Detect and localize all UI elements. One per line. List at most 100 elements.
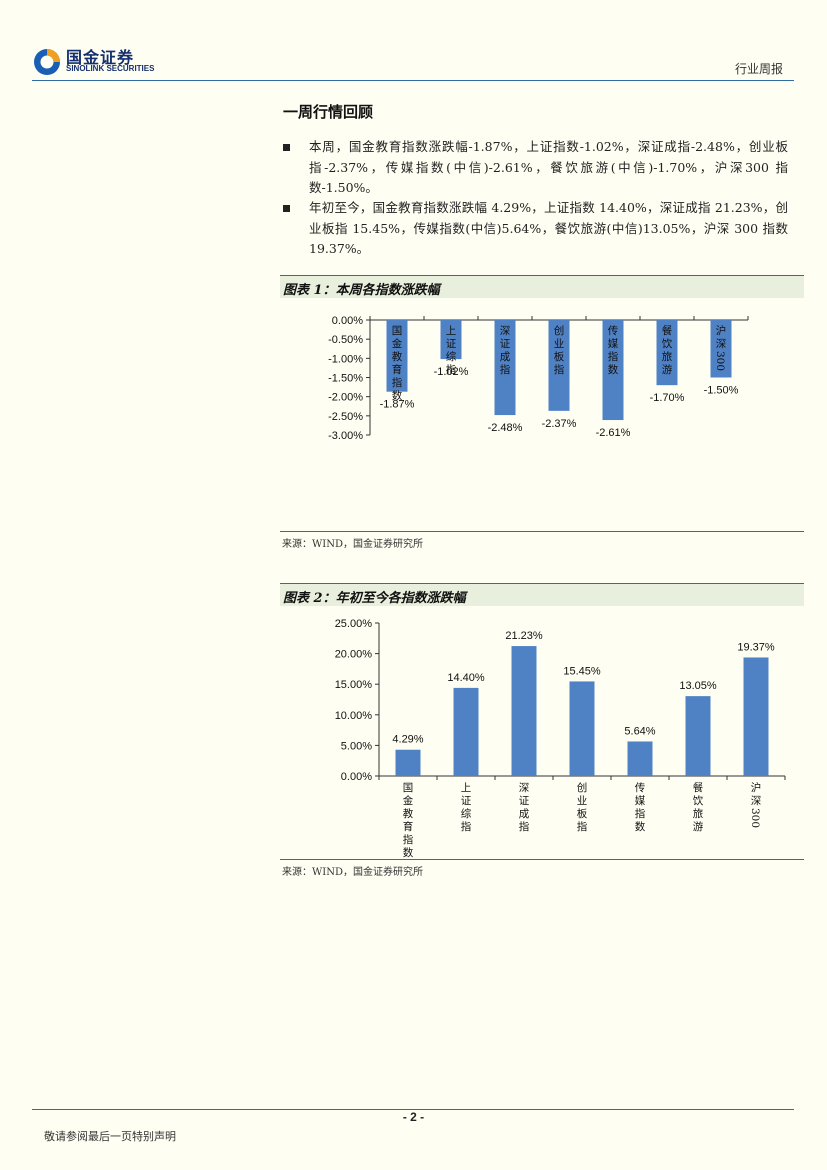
category-label-char: 上 xyxy=(446,325,457,337)
category-label-char: 创 xyxy=(577,781,588,794)
category-label-char: 教 xyxy=(403,807,414,820)
category-label-char: 业 xyxy=(554,338,565,350)
category-label-char: 数 xyxy=(403,846,414,858)
category-label-char: 成 xyxy=(500,351,511,363)
bar xyxy=(440,320,462,360)
bar xyxy=(569,681,595,776)
data-label: -1.02% xyxy=(434,366,469,378)
report-type: 行业周报 xyxy=(734,62,783,76)
category-label-char: 指 xyxy=(554,363,565,376)
category-label-digits: 300 xyxy=(714,351,726,371)
data-label: -2.48% xyxy=(488,422,523,434)
y-tick-label: 20.00% xyxy=(335,649,373,661)
data-label: 19.37% xyxy=(737,641,775,653)
category-label-char: 深 xyxy=(716,338,727,350)
category-label-char: 餐 xyxy=(693,781,704,794)
bar xyxy=(386,320,408,392)
category-label-char: 媒 xyxy=(608,337,619,350)
category-label-char: 游 xyxy=(662,363,673,376)
category-label-char: 证 xyxy=(461,795,472,807)
category-label-char: 指 xyxy=(519,820,530,833)
category-label-char: 育 xyxy=(392,363,403,376)
data-label: 14.40% xyxy=(447,672,485,684)
figure-1-source: 来源：WIND，国金证券研究所 xyxy=(282,539,423,550)
category-label-char: 饮 xyxy=(662,337,673,350)
figure-2-title: 图表 2：年初至今各指数涨跌幅 xyxy=(283,591,466,606)
category-label-char: 国 xyxy=(392,325,403,337)
figure-1-chart: 0.00% -0.50% -1.00% -1.50% -2.00% -2.50% -3.00… xyxy=(328,315,749,442)
category-label-char: 创 xyxy=(554,324,565,337)
bar xyxy=(511,646,537,776)
category-label-char: 综 xyxy=(446,350,457,363)
category-label-char: 指 xyxy=(500,363,511,376)
y-tick-label: 5.00% xyxy=(341,740,372,752)
bar xyxy=(494,320,516,416)
brand-name-cn: 国金证券 xyxy=(66,48,135,67)
bar xyxy=(710,320,732,378)
y-tick-label: -3.00% xyxy=(328,430,363,442)
category-label-char: 指 xyxy=(608,350,619,363)
y-tick-label: -1.00% xyxy=(328,353,363,365)
footer-divider xyxy=(32,1109,794,1110)
data-label: 4.29% xyxy=(392,734,423,746)
category-label-char: 数 xyxy=(635,820,646,833)
category-label-char: 业 xyxy=(577,795,588,807)
category-label-char: 饮 xyxy=(693,794,704,807)
data-label: 5.64% xyxy=(624,725,655,737)
y-tick-label: 25.00% xyxy=(335,618,373,630)
data-label: 15.45% xyxy=(563,665,601,677)
category-label-char: 成 xyxy=(519,808,530,820)
bar xyxy=(685,696,711,776)
company-logo: 国金证券 SINOLINK SECURITIES xyxy=(32,46,156,78)
category-label-char: 旅 xyxy=(693,807,704,820)
bar xyxy=(627,741,653,776)
figure-1-title-bar: 图表 1：本周各指数涨跌幅 xyxy=(280,276,804,298)
figure-2-title-bar: 图表 2：年初至今各指数涨跌幅 xyxy=(280,584,804,606)
bullet-text: 本周，国金教育指数涨跌幅-1.87%，上证指数-1.02%，深证成指-2.48%… xyxy=(309,139,788,195)
category-label-char: 金 xyxy=(403,794,414,807)
bullet-square-icon xyxy=(283,144,290,151)
section-title: 一周行情回顾 xyxy=(283,103,374,121)
bullet-item: 年初至今，国金教育指数涨跌幅 4.29%，上证指数 14.40%，深证成指 21… xyxy=(283,198,788,260)
figure-1-top-rule xyxy=(280,275,804,276)
category-label-char: 综 xyxy=(461,807,472,820)
bullet-square-icon xyxy=(283,205,290,212)
y-tick-label: -2.50% xyxy=(328,411,363,423)
bullet-text: 年初至今，国金教育指数涨跌幅 4.29%，上证指数 14.40%，深证成指 21… xyxy=(309,200,788,256)
category-label-char: 证 xyxy=(500,338,511,350)
category-label-char: 数 xyxy=(392,389,403,402)
y-tick-label: -1.50% xyxy=(328,373,363,385)
category-label-char: 上 xyxy=(461,782,472,794)
bullet-item: 本周，国金教育指数涨跌幅-1.87%，上证指数-1.02%，深证成指-2.48%… xyxy=(283,137,788,199)
header-divider xyxy=(32,80,794,81)
category-label-char: 传 xyxy=(635,782,646,794)
figure-2-source: 来源：WIND，国金证券研究所 xyxy=(282,867,423,878)
data-label: 13.05% xyxy=(679,680,717,692)
category-label-char: 板 xyxy=(577,807,588,820)
y-tick-label: -2.00% xyxy=(328,392,363,404)
category-label-char: 板 xyxy=(554,350,565,363)
data-label: -1.70% xyxy=(650,392,685,404)
category-label-char: 证 xyxy=(446,338,457,350)
category-label-char: 指 xyxy=(446,363,457,376)
figure-2-bottom-rule xyxy=(280,859,804,860)
bar xyxy=(395,749,421,776)
category-label-char: 沪 xyxy=(716,324,727,337)
data-label: -1.87% xyxy=(380,399,415,411)
category-label-char: 深 xyxy=(519,782,530,794)
category-label-char: 深 xyxy=(500,325,511,337)
y-tick-label: 15.00% xyxy=(335,679,373,691)
footer-disclaimer: 敬请参阅最后一页特别声明 xyxy=(44,1130,176,1143)
category-label-char: 传 xyxy=(608,325,619,337)
data-label: 21.23% xyxy=(505,630,543,642)
data-label: -1.50% xyxy=(704,385,739,397)
category-label-char: 证 xyxy=(519,795,530,807)
category-label-char: 餐 xyxy=(662,324,673,337)
category-label-char: 教 xyxy=(392,350,403,363)
bar xyxy=(656,320,678,386)
figure-2-chart: 0.00% 5.00% 10.00% 15.00% 20.00% 25.00% 4.29% 国… xyxy=(335,618,786,858)
brand-name-en: SINOLINK SECURITIES xyxy=(66,64,155,73)
bar xyxy=(602,320,624,421)
logo-mark-icon xyxy=(34,49,60,75)
data-label: -2.37% xyxy=(542,418,577,430)
